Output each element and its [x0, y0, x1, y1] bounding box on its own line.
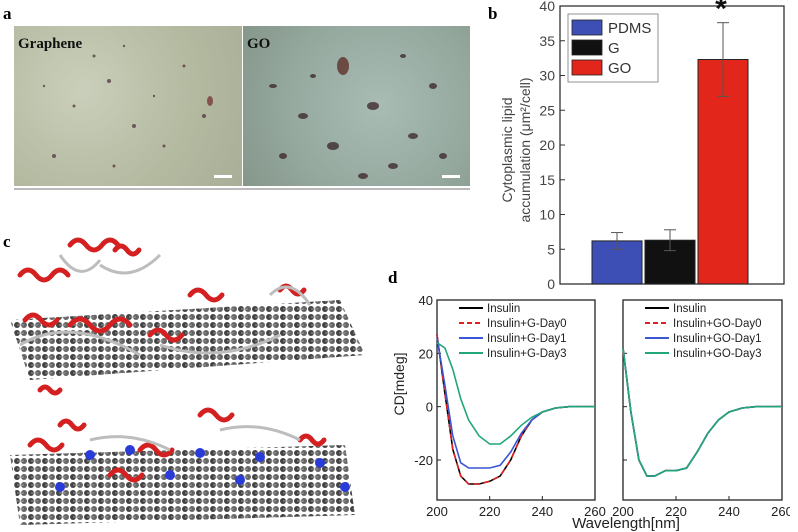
x-tick-label: 240 — [718, 504, 740, 519]
y-tick-label: 40 — [539, 0, 555, 14]
legend-label: Insulin+GO-Day1 — [673, 333, 762, 345]
legend-label: Insulin+GO-Day3 — [673, 348, 762, 360]
x-tick-label: 200 — [426, 504, 448, 519]
micrograph-underline — [14, 188, 470, 190]
legend-swatch — [571, 59, 603, 76]
graphene-micrograph: Graphene — [14, 26, 242, 186]
cd-spectra-charts: CD[mdeg] Wavelength[nm] -20 0 20 40 200 220 24… — [391, 293, 790, 532]
legend-label: PDMS — [608, 20, 651, 37]
legend-swatch — [571, 19, 603, 36]
go-label: GO — [247, 36, 271, 52]
y-tick-label: 0 — [426, 400, 433, 415]
bar-go — [697, 59, 749, 285]
y-axis-label-line2: accumulation (μm²/cell) — [517, 78, 533, 223]
cd-right-series-2 — [622, 347, 782, 477]
y-tick-label: 15 — [539, 172, 555, 188]
graphene-label: Graphene — [18, 36, 83, 52]
legend-label: GO — [608, 60, 631, 77]
x-tick-label: 220 — [665, 504, 687, 519]
y-tick-label: 5 — [547, 241, 555, 257]
y-tick-label: 20 — [539, 137, 555, 153]
x-tick-label: 240 — [531, 504, 553, 519]
scale-bar — [442, 175, 460, 178]
y-tick-label: 40 — [419, 293, 433, 308]
panel-label-a: a — [3, 4, 12, 23]
y-tick-label: 20 — [419, 346, 433, 361]
x-tick-label: 200 — [612, 504, 634, 519]
cd-right-series-3 — [622, 347, 782, 477]
legend-label: Insulin — [673, 303, 706, 315]
legend-label: Insulin+G-Day1 — [487, 333, 567, 345]
x-tick-label: 260 — [584, 504, 606, 519]
y-tick-label: 25 — [539, 102, 555, 118]
cd-right-series-1 — [622, 347, 782, 477]
d-left-y-label: CD[mdeg] — [391, 352, 407, 415]
cd-right-series-0 — [622, 347, 782, 477]
legend-label: Insulin+G-Day3 — [487, 348, 567, 360]
go-sheet-bottom — [10, 445, 355, 525]
protein-loops — [19, 253, 312, 452]
protein-graphene-simulation — [10, 237, 365, 525]
legend-label: G — [608, 40, 620, 57]
lipid-bar-chart: Cytoplasmic lipid accumulation (μm²/cell… — [499, 0, 785, 292]
graphene-sheet-top — [10, 300, 365, 380]
scale-bar — [214, 175, 232, 178]
x-tick-label: 220 — [479, 504, 501, 519]
y-axis-label-line1: Cytoplasmic lipid — [499, 97, 515, 202]
panel-label-d: d — [388, 268, 398, 287]
y-tick-label: 0 — [547, 276, 555, 292]
x-tick-label: 260 — [771, 504, 790, 519]
cd-left-series-3 — [436, 342, 595, 445]
legend-label: Insulin+GO-Day0 — [673, 318, 762, 330]
cd-left-frame — [436, 299, 596, 501]
y-tick-label: 30 — [539, 68, 555, 84]
y-tick-label: 10 — [539, 207, 555, 223]
graphene-micrograph-texture — [42, 44, 213, 168]
significance-star: * — [715, 0, 727, 26]
legend-label: Insulin — [487, 303, 520, 315]
go-micrograph-texture — [269, 54, 447, 179]
legend-label: Insulin+G-Day0 — [487, 318, 567, 330]
legend-swatch — [571, 39, 603, 56]
y-tick-label: 35 — [539, 33, 555, 49]
y-tick-label: -20 — [414, 453, 433, 468]
d-left-x-label: Wavelength[nm] — [572, 515, 680, 532]
cd-right-frame — [622, 299, 783, 501]
panel-label-c: c — [3, 232, 11, 251]
go-micrograph: GO — [243, 26, 470, 186]
panel-label-b: b — [488, 4, 498, 23]
